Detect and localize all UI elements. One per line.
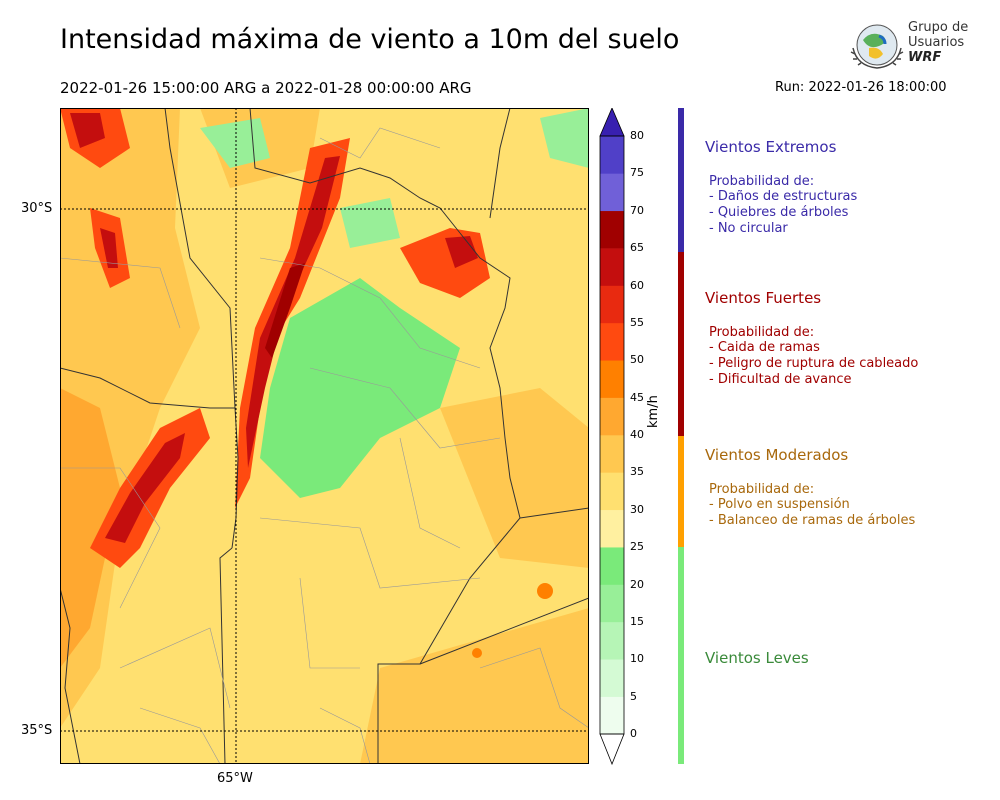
category-title: Vientos Fuertes [705,289,822,307]
colorbar-segment [600,621,624,660]
colorbar-tick-label: 30 [630,502,644,516]
colorbar-segment [600,285,624,324]
colorbar-segment [600,360,624,398]
colorbar-segment [600,584,624,623]
lat-label-30s: 30°S [21,201,53,216]
colorbar-segment [600,547,624,585]
colorbar-tick-label: 10 [630,652,644,666]
colorbar-tick-label: 75 [630,166,644,180]
colorbar-segment [600,472,624,511]
run-time: Run: 2022-01-26 18:00:00 [775,80,947,95]
graticule [60,108,589,764]
colorbar-segment [600,659,624,697]
category-title: Vientos Moderados [705,446,849,464]
category-prob-label: Probabilidad de: [709,482,815,497]
chart-title: Intensidad máxima de viento a 10m del su… [60,24,680,55]
category-bar-fuertes [678,252,684,436]
wind-map [60,108,589,764]
lon-label-65w: 65°W [217,771,253,786]
colorbar-tick-label: 40 [630,428,644,441]
category-prob-label: Probabilidad de: [709,174,815,189]
colorbar-tick-label: 0 [630,727,637,740]
lat-label-35s: 35°S [21,723,53,738]
colorbar-tick-label: 50 [630,353,644,367]
category-title: Vientos Extremos [705,138,837,156]
category-item: - Peligro de ruptura de cableado [709,356,919,371]
colorbar-tick-label: 20 [630,577,644,591]
colorbar-frame [599,135,625,735]
category-bar [678,108,684,764]
colorbar-tick-label: 55 [630,315,644,329]
colorbar-segment [600,696,624,735]
colorbar-segment [600,136,624,174]
colorbar-tick-label: 70 [630,203,644,217]
globe-logo-icon [850,24,904,69]
logo-line-3: WRF [908,50,942,65]
colorbar-unit: km/h [646,395,661,428]
colorbar-segment [600,322,624,361]
colorbar-segment [600,435,624,473]
category-leves: Vientos Leves [705,649,995,667]
category-bar-leves [678,547,684,764]
category-item: - No circular [709,221,788,236]
department-borders [60,127,589,764]
colorbar-segment [600,173,624,212]
colorbar-top-extension [599,108,625,137]
colorbar-segment [600,248,624,286]
colorbar-tick-label: 45 [630,390,644,404]
category-item: - Caida de ramas [709,340,820,355]
category-item: - Quiebres de árboles [709,205,849,220]
category-item: - Daños de estructuras [709,189,858,204]
colorbar-segment [600,509,624,548]
category-extremos: Vientos Extremos Probabilidad de: - Daño… [705,138,995,237]
colorbar-tick-label: 80 [630,129,644,142]
colorbar-tick-label: 35 [630,465,644,479]
colorbar-tick-label: 5 [630,689,637,703]
logo-line-2: Usuarios [908,35,965,50]
colorbar-tick-label: 15 [630,614,644,628]
category-item: - Dificultad de avance [709,372,852,387]
colorbar-bottom-extension [599,733,625,766]
colorbar [599,108,625,766]
colorbar-tick-label: 65 [630,241,644,255]
category-item: - Balanceo de ramas de árboles [709,513,916,528]
category-bar-extremos [678,108,684,252]
map-frame [60,108,589,764]
colorbar-tick-label: 60 [630,278,644,292]
colorbar-segment [600,210,624,249]
category-title: Vientos Leves [705,649,809,667]
valid-period: 2022-01-26 15:00:00 ARG a 2022-01-28 00:… [60,79,472,97]
category-bar-moderados [678,436,684,547]
province-borders [60,108,589,764]
category-prob-label: Probabilidad de: [709,325,815,340]
logo-line-1: Grupo de [908,20,969,35]
category-item: - Polvo en suspensión [709,497,850,512]
colorbar-tick-label: 25 [630,540,644,554]
wind-field [60,108,589,764]
category-fuertes: Vientos Fuertes Probabilidad de: - Caida… [705,289,995,388]
colorbar-segment [600,397,624,436]
category-moderados: Vientos Moderados Probabilidad de: - Pol… [705,446,995,529]
wrf-logo: Grupo de Usuarios WRF [845,18,970,73]
colorbar-segments [600,136,624,735]
